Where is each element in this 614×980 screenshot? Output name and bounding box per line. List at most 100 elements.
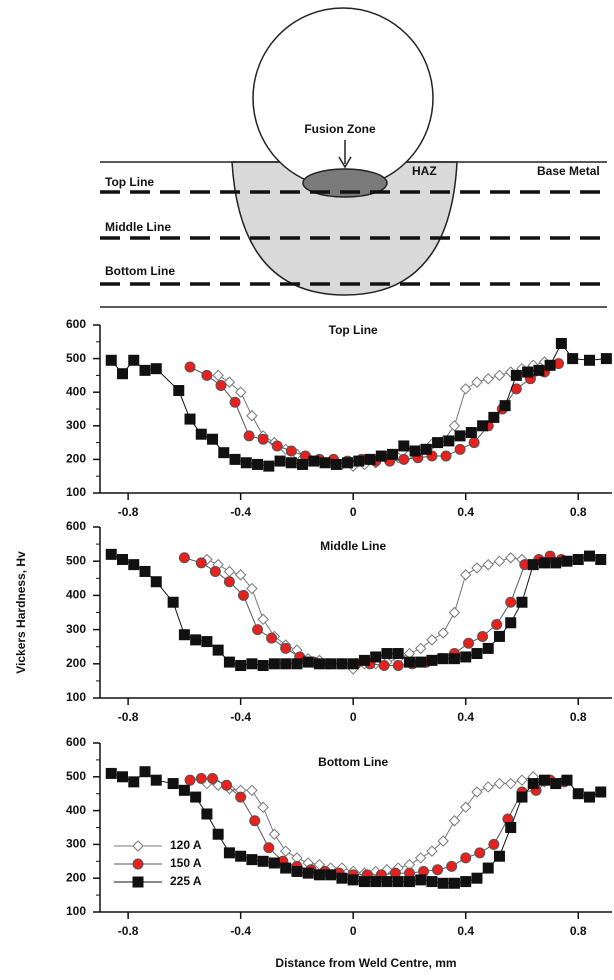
marker: [257, 660, 269, 672]
marker: [167, 778, 179, 790]
marker: [257, 855, 269, 867]
marker: [370, 651, 382, 663]
marker: [471, 376, 483, 388]
marker: [583, 354, 595, 366]
label: Base Metal: [537, 164, 600, 178]
marker: [538, 774, 550, 786]
marker: [117, 553, 129, 565]
marker: [420, 443, 432, 455]
marker: [237, 589, 249, 601]
marker: [426, 654, 438, 666]
y-axis-label: Vickers Hardness, Hv: [14, 551, 28, 674]
y-tick-label: 400: [66, 588, 86, 602]
marker: [184, 413, 196, 425]
marker: [432, 864, 444, 876]
marker: [527, 559, 539, 571]
marker: [229, 396, 241, 408]
marker: [139, 766, 151, 778]
y-tick-label: 400: [66, 803, 86, 817]
marker: [291, 658, 303, 670]
marker: [583, 550, 595, 562]
marker: [448, 815, 461, 827]
marker: [201, 369, 213, 381]
marker: [471, 872, 483, 884]
marker: [381, 648, 393, 660]
marker: [440, 450, 452, 462]
y-tick-label: 300: [66, 622, 86, 636]
marker: [257, 613, 269, 626]
y-tick-label: 100: [66, 485, 86, 499]
marker: [482, 642, 494, 654]
marker: [426, 845, 438, 857]
marker: [454, 443, 466, 455]
marker: [223, 576, 235, 588]
marker: [336, 872, 348, 884]
marker: [448, 877, 460, 889]
marker: [448, 653, 460, 665]
marker: [403, 656, 415, 668]
marker: [139, 364, 151, 376]
marker: [313, 869, 325, 881]
marker: [414, 642, 427, 655]
marker: [139, 565, 151, 577]
marker: [223, 656, 235, 668]
marker: [468, 437, 480, 449]
marker: [190, 791, 202, 803]
marker: [280, 862, 292, 874]
x-tick-label: -0.4: [230, 505, 251, 519]
marker: [173, 385, 185, 397]
marker: [572, 788, 584, 800]
x-tick-label: 0.8: [570, 924, 587, 938]
label: HAZ: [412, 164, 437, 178]
marker: [460, 876, 472, 888]
weld-diagram: Fusion Zone HAZ Base Metal Top Line Midd…: [100, 7, 607, 308]
marker: [505, 822, 517, 833]
marker: [235, 660, 247, 672]
x-tick-label: -0.8: [118, 924, 139, 938]
marker: [510, 369, 522, 381]
marker: [474, 847, 486, 859]
label: Bottom Line: [105, 264, 175, 278]
marker: [471, 786, 483, 798]
marker: [488, 838, 500, 850]
chart-title: Middle Line: [320, 539, 386, 553]
marker: [201, 636, 213, 648]
marker: [212, 644, 224, 656]
marker: [105, 548, 117, 560]
marker: [583, 791, 595, 803]
marker: [415, 656, 427, 668]
marker: [505, 777, 517, 790]
marker: [460, 651, 472, 663]
marker: [460, 801, 472, 813]
marker: [246, 854, 258, 866]
marker: [378, 660, 390, 672]
marker: [297, 458, 309, 470]
marker: [325, 869, 337, 881]
marker: [347, 658, 359, 670]
marker: [414, 852, 427, 864]
marker: [527, 778, 539, 790]
marker: [313, 658, 325, 670]
marker: [285, 445, 297, 457]
legend-label: 150 A: [170, 856, 202, 870]
marker: [150, 774, 162, 786]
marker: [516, 791, 528, 803]
marker: [493, 369, 506, 382]
marker: [150, 576, 162, 588]
arrow-head: [338, 156, 352, 169]
x-tick-label: 0: [350, 710, 357, 724]
marker: [215, 379, 227, 391]
marker: [336, 658, 348, 670]
marker: [257, 433, 269, 445]
marker: [358, 654, 370, 666]
y-tick-label: 100: [66, 690, 86, 704]
marker: [201, 808, 213, 820]
marker: [195, 557, 207, 569]
x-tick-label: 0.8: [570, 505, 587, 519]
x-tick-label: 0.4: [457, 710, 474, 724]
marker: [381, 864, 393, 876]
marker: [302, 656, 314, 668]
y-tick-label: 100: [66, 904, 86, 918]
marker: [234, 569, 247, 581]
